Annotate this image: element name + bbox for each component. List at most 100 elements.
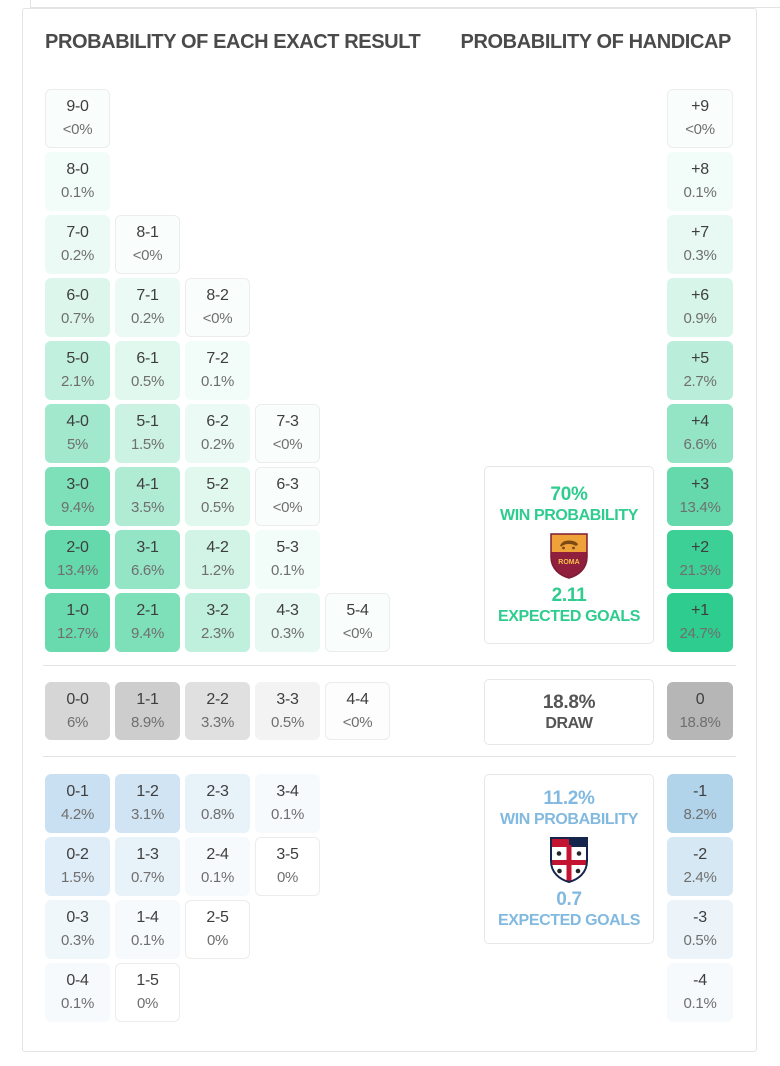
cell-percent: <0% xyxy=(132,247,163,264)
cell-percent: 0% xyxy=(206,932,229,949)
home-win-percent: 70% xyxy=(550,484,588,505)
result-cell-6-2: 6-2 0.2% xyxy=(185,404,250,463)
cagliari-crest-icon xyxy=(549,837,589,883)
result-cell-0-1: 0-1 4.2% xyxy=(45,774,110,833)
result-cell-5-2: 5-2 0.5% xyxy=(185,467,250,526)
cell-score: 5-3 xyxy=(276,539,299,556)
handicap-cell-0: 0 18.8% xyxy=(667,682,733,740)
home-win-label: WIN PROBABILITY xyxy=(500,507,638,524)
cell-score: 0-0 xyxy=(66,691,89,708)
cell-score: 1-0 xyxy=(66,602,89,619)
handicap-cell-+3: +3 13.4% xyxy=(667,467,733,526)
result-cell-7-1: 7-1 0.2% xyxy=(115,278,180,337)
cell-percent: 2.3% xyxy=(201,625,234,642)
cell-percent: 0.2% xyxy=(201,436,234,453)
cell-score: 0-1 xyxy=(66,783,89,800)
cell-score: 0 xyxy=(695,691,705,708)
result-cell-6-0: 6-0 0.7% xyxy=(45,278,110,337)
cell-score: 1-1 xyxy=(136,691,159,708)
cell-score: 8-1 xyxy=(136,224,159,241)
cell-percent: 1.2% xyxy=(201,562,234,579)
home-win-summary: 70% WIN PROBABILITY ROMA 2.11 xyxy=(484,466,654,644)
cell-percent: 0.1% xyxy=(61,184,94,201)
home-expected-goals-value: 2.11 xyxy=(551,585,587,606)
cell-score: 5-0 xyxy=(66,350,89,367)
cell-percent: <0% xyxy=(202,310,233,327)
cell-percent: 18.8% xyxy=(679,714,721,731)
cell-score: 2-4 xyxy=(206,846,229,863)
cell-score: 1-2 xyxy=(136,783,159,800)
result-cell-0-0: 0-0 6% xyxy=(45,682,110,740)
separator-below-draw xyxy=(43,756,736,757)
result-cell-5-1: 5-1 1.5% xyxy=(115,404,180,463)
result-cell-1-3: 1-3 0.7% xyxy=(115,837,180,896)
cell-score: 3-5 xyxy=(276,846,299,863)
result-cell-1-0: 1-0 12.7% xyxy=(45,593,110,652)
cell-score: 9-0 xyxy=(66,98,89,115)
cell-percent: 9.4% xyxy=(131,625,164,642)
cell-percent: 0.1% xyxy=(201,373,234,390)
cell-percent: 1.5% xyxy=(131,436,164,453)
cell-score: 1-5 xyxy=(136,972,159,989)
cell-percent: 0.7% xyxy=(131,869,164,886)
handicap-cell-+2: +2 21.3% xyxy=(667,530,733,589)
handicap-cell-+7: +7 0.3% xyxy=(667,215,733,274)
cell-score: -4 xyxy=(693,972,707,989)
cell-percent: 0.1% xyxy=(271,562,304,579)
cell-percent: <0% xyxy=(342,714,373,731)
cell-score: 7-1 xyxy=(136,287,159,304)
cell-score: 2-1 xyxy=(136,602,159,619)
result-cell-4-0: 4-0 5% xyxy=(45,404,110,463)
cell-percent: 0% xyxy=(276,869,299,886)
result-cell-3-5: 3-5 0% xyxy=(255,837,320,896)
cell-score: 2-5 xyxy=(206,909,229,926)
handicap-cell-+1: +1 24.7% xyxy=(667,593,733,652)
result-cell-3-1: 3-1 6.6% xyxy=(115,530,180,589)
cell-percent: <0% xyxy=(272,436,303,453)
cell-score: 7-2 xyxy=(206,350,229,367)
result-cell-1-2: 1-2 3.1% xyxy=(115,774,180,833)
result-cell-0-2: 0-2 1.5% xyxy=(45,837,110,896)
handicap-cell-+4: +4 6.6% xyxy=(667,404,733,463)
result-cell-2-2: 2-2 3.3% xyxy=(185,682,250,740)
cell-score: 6-0 xyxy=(66,287,89,304)
cell-score: 3-2 xyxy=(206,602,229,619)
away-expected-goals-value: 0.7 xyxy=(556,889,582,910)
result-cell-6-1: 6-1 0.5% xyxy=(115,341,180,400)
cell-percent: <0% xyxy=(62,121,93,138)
cell-score: 4-3 xyxy=(276,602,299,619)
result-cell-2-5: 2-5 0% xyxy=(185,900,250,959)
cell-percent: 0% xyxy=(136,995,159,1012)
cell-score: 4-0 xyxy=(66,413,89,430)
cell-score: 4-2 xyxy=(206,539,229,556)
cell-score: 5-1 xyxy=(136,413,159,430)
cell-score: +6 xyxy=(691,287,709,304)
cell-percent: 0.3% xyxy=(683,247,717,264)
away-win-percent: 11.2% xyxy=(543,788,595,809)
result-cell-4-3: 4-3 0.3% xyxy=(255,593,320,652)
exact-result-header: PROBABILITY OF EACH EXACT RESULT xyxy=(45,31,421,53)
handicap-cell-+5: +5 2.7% xyxy=(667,341,733,400)
cell-percent: 6.6% xyxy=(131,562,164,579)
cell-percent: 3.5% xyxy=(131,499,164,516)
cell-percent: 24.7% xyxy=(679,625,721,642)
cell-percent: 4.2% xyxy=(61,806,94,823)
cell-percent: 9.4% xyxy=(61,499,94,516)
cell-percent: 0.1% xyxy=(201,869,234,886)
cell-percent: 0.2% xyxy=(131,310,164,327)
away-expected-goals-label: EXPECTED GOALS xyxy=(498,912,640,929)
cell-score: 6-3 xyxy=(276,476,299,493)
cell-score: 5-4 xyxy=(346,602,369,619)
cell-score: 8-2 xyxy=(206,287,229,304)
separator-above-draw xyxy=(43,665,736,666)
cell-score: +7 xyxy=(691,224,709,241)
cell-percent: 6.6% xyxy=(683,436,717,453)
cell-score: 4-1 xyxy=(136,476,159,493)
cell-score: -1 xyxy=(693,783,707,800)
result-cell-6-3: 6-3 <0% xyxy=(255,467,320,526)
home-expected-goals-label: EXPECTED GOALS xyxy=(498,608,640,625)
cell-score: 0-4 xyxy=(66,972,89,989)
cell-score: -2 xyxy=(693,846,707,863)
cell-score: 7-0 xyxy=(66,224,89,241)
cell-percent: 8.9% xyxy=(131,714,164,731)
